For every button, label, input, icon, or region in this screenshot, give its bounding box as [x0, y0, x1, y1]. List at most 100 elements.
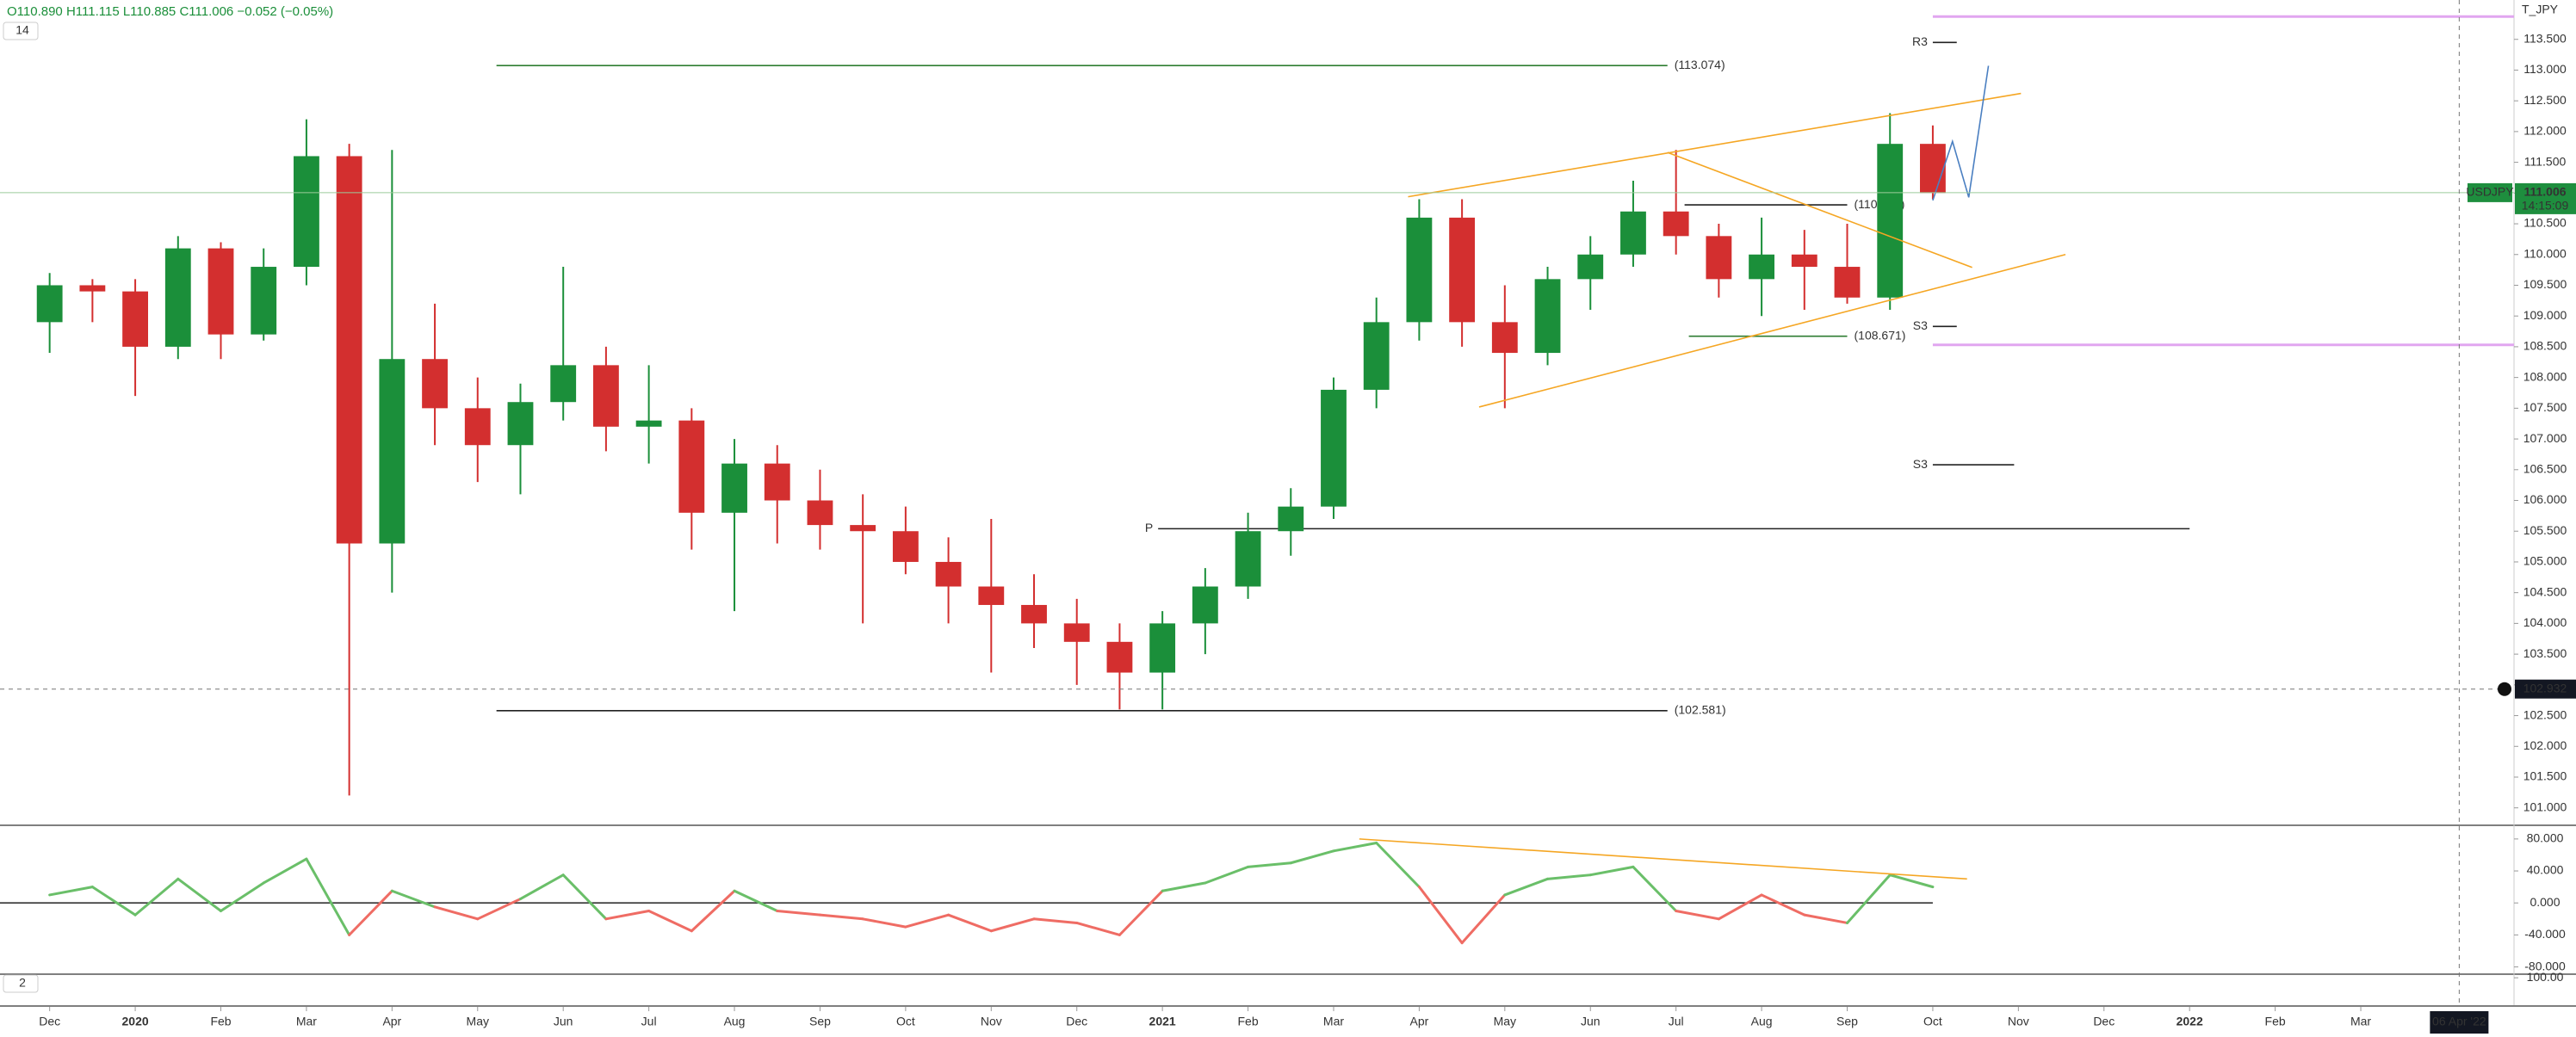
y-tick-label: 108.500: [2523, 339, 2567, 353]
x-tick-label: Jun: [1581, 1015, 1601, 1028]
candle-body: [464, 408, 491, 446]
trend-line: [1408, 92, 2022, 198]
candle-body: [592, 365, 619, 427]
candle-body: [1021, 604, 1047, 624]
y-tick-label: 110.000: [2523, 246, 2567, 260]
crosshair-add[interactable]: [2498, 682, 2511, 696]
oscillator-segment: [818, 913, 864, 921]
oscillator-segment: [305, 857, 351, 936]
level-name: R3: [1912, 34, 1928, 48]
oscillator-segment: [604, 910, 651, 921]
oscillator-segment: [1032, 917, 1079, 924]
candle-body: [1192, 586, 1218, 624]
x-tick-label: 2020: [122, 1015, 149, 1028]
candle-body: [721, 463, 747, 513]
candle-body: [807, 500, 833, 526]
y-tick-label: -40.000: [2524, 927, 2566, 941]
oscillator-segment: [1588, 865, 1635, 877]
x-tick-label: Sep: [809, 1015, 831, 1028]
trend-line: [1359, 838, 1967, 880]
y-tick-label: 105.000: [2523, 554, 2567, 568]
candle-body: [635, 420, 662, 427]
candle-body: [1577, 254, 1604, 280]
candle-body: [678, 420, 705, 513]
symbol-label: USDJPY: [2466, 185, 2514, 199]
x-tick-label: Jun: [554, 1015, 573, 1028]
y-tick-label: 103.500: [2523, 646, 2567, 660]
x-tick-label: Feb: [210, 1015, 231, 1028]
x-tick-label: Aug: [1751, 1015, 1773, 1028]
y-tick-label: 102.500: [2523, 707, 2567, 721]
crosshair-y-box: [2515, 679, 2576, 699]
candle-body: [1321, 389, 1347, 507]
symbol-tag: T_JPY: [2522, 3, 2559, 16]
candle-body: [1106, 641, 1133, 673]
y-tick-label: 80.000: [2527, 831, 2564, 845]
oscillator-segment: [518, 873, 565, 901]
y-tick-label: 106.500: [2523, 461, 2567, 475]
candle-body: [1491, 322, 1518, 354]
y-tick-label: 105.500: [2523, 523, 2567, 537]
last-price-box: [2515, 182, 2576, 214]
last-price: 111.006: [2523, 185, 2566, 199]
x-tick-label: 2022: [2177, 1015, 2203, 1028]
oscillator-segment: [476, 898, 522, 921]
candle-body: [507, 402, 534, 446]
oscillator-segment: [262, 857, 308, 885]
y-tick-label: 109.000: [2523, 308, 2567, 322]
y-tick-label: 113.000: [2523, 62, 2567, 76]
y-tick-label: 108.000: [2523, 369, 2567, 383]
oscillator-segment: [690, 889, 736, 933]
candle-body: [294, 156, 319, 268]
y-tick-label: 111.500: [2524, 154, 2567, 168]
x-tick-label: Jul: [641, 1015, 657, 1028]
candle-body: [1749, 254, 1775, 280]
oscillator-segment: [1161, 881, 1207, 892]
oscillator-segment: [1417, 886, 1464, 945]
x-tick-label: Feb: [1237, 1015, 1258, 1028]
x-tick-label: Oct: [1923, 1015, 1942, 1028]
oscillator-segment: [561, 873, 608, 921]
candle-body: [1235, 531, 1261, 587]
y-tick-label: 104.000: [2523, 615, 2567, 629]
candle-body: [1363, 322, 1390, 390]
y-tick-label: 110.500: [2523, 216, 2567, 230]
level-name: P: [1145, 521, 1153, 534]
y-tick-label: 112.000: [2523, 124, 2567, 138]
candle-body: [764, 463, 790, 501]
oscillator-segment: [1503, 877, 1550, 897]
candle-body: [379, 359, 406, 544]
badge-box: [3, 974, 39, 993]
candle-body: [164, 248, 191, 347]
oscillator-segment: [904, 913, 951, 929]
candle-body: [251, 267, 277, 335]
x-tick-label: Dec: [1066, 1015, 1087, 1028]
x-tick-label: 2021: [1149, 1015, 1176, 1028]
oscillator-segment: [1375, 842, 1421, 889]
candle-body: [1620, 211, 1646, 255]
oscillator-segment: [861, 917, 907, 929]
oscillator-segment: [647, 910, 693, 933]
oscillator-segment: [176, 877, 223, 913]
oscillator-segment: [90, 886, 137, 917]
oscillator-segment: [1846, 873, 1892, 924]
x-tick-label: Apr: [1410, 1015, 1429, 1028]
x-tick-label: Mar: [1323, 1015, 1344, 1028]
symbol-box: [2468, 182, 2512, 202]
candle-body: [1791, 254, 1817, 268]
candle-body: [1149, 623, 1176, 673]
candle-body: [1663, 211, 1689, 237]
x-tick-label: Mar: [296, 1015, 317, 1028]
y-tick-label: 107.000: [2523, 431, 2567, 445]
y-tick-label: 40.000: [2527, 863, 2564, 877]
oscillator-segment: [1717, 893, 1763, 921]
oscillator-segment: [433, 905, 480, 921]
oscillator-segment: [947, 913, 993, 933]
oscillator-segment: [1247, 861, 1292, 868]
candle-body: [1834, 267, 1861, 298]
y-tick-label: 100.00: [2527, 970, 2564, 984]
oscillator-segment: [1760, 893, 1806, 917]
candle-body: [1877, 144, 1904, 298]
